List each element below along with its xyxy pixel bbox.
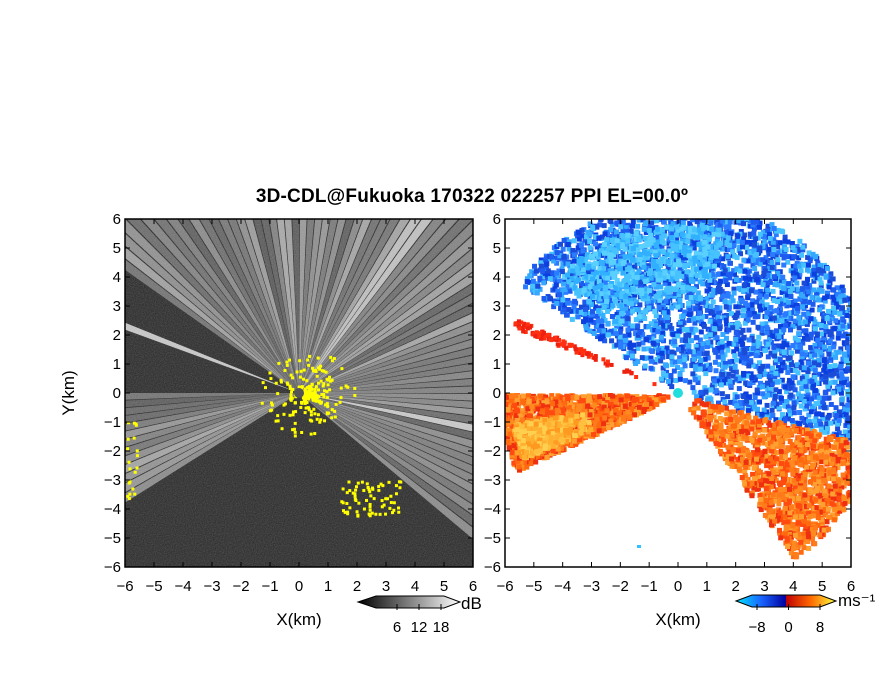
x-tick-label: 2 (353, 578, 361, 595)
colorbar-tick-label: 6 (393, 619, 401, 636)
x-tick-label: 0 (674, 578, 682, 595)
x-tick-label: 1 (703, 578, 711, 595)
y-tick-label: −4 (104, 501, 121, 518)
y-tick-label: −1 (104, 414, 121, 431)
x-tick-label: −3 (203, 578, 220, 595)
x-tick-label: −2 (612, 578, 629, 595)
y-tick-label: −4 (484, 501, 501, 518)
y-tick-label: 0 (113, 385, 121, 402)
colorbar-tick-label: 0 (784, 619, 792, 636)
y-tick-label: −5 (104, 530, 121, 547)
x-tick-label: −2 (232, 578, 249, 595)
x-tick-label: −4 (174, 578, 191, 595)
y-tick-label: −6 (104, 559, 121, 576)
reflectivity-ticks: −6 −5 −4 −3 −2 −1 0 1 2 3 4 5 6 6 5 4 3 2 1 0 −1 −2 −3 −4 −5 −6 (104, 211, 477, 595)
y-tick-label: −2 (104, 443, 121, 460)
y-tick-label: 0 (493, 385, 501, 402)
radar-site-marker-right (673, 388, 683, 398)
x-tick-label: 3 (382, 578, 390, 595)
x-tick-label: 6 (847, 578, 855, 595)
y-tick-label: −2 (484, 443, 501, 460)
y-tick-label: 3 (493, 298, 501, 315)
reflectivity-panel: −6 −5 −4 −3 −2 −1 0 1 2 3 4 5 6 6 5 4 3 2 1 0 −1 −2 −3 −4 −5 −6 X… (59, 211, 477, 629)
colorbar-tick-label: 8 (816, 619, 824, 636)
reflectivity-colorbar-unit: dB (461, 594, 482, 613)
y-tick-label: −1 (484, 414, 501, 431)
y-tick-label: 6 (493, 211, 501, 228)
chart-title: 3D-CDL@Fukuoka 170322 022257 PPI EL=00.0… (255, 186, 689, 207)
x-tick-label: −5 (525, 578, 542, 595)
y-tick-label: 4 (113, 269, 121, 286)
reflectivity-colorbar: dB 6 12 18 (356, 594, 482, 636)
y-tick-label: −5 (484, 530, 501, 547)
x-tick-label: −6 (116, 578, 133, 595)
x-tick-label: −5 (145, 578, 162, 595)
x-tick-label: −4 (554, 578, 571, 595)
y-tick-label: 3 (113, 298, 121, 315)
y-tick-label: −6 (484, 559, 501, 576)
velocity-field (505, 219, 851, 560)
colorbar-tick-label: 18 (433, 619, 450, 636)
reflectivity-highlight (126, 354, 403, 518)
velocity-panel: −6 −5 −4 −3 −2 −1 0 1 2 3 4 5 6 6 5 4 3 2 1 0 −1 −2 −3 −4 −5 −6 X… (484, 211, 855, 629)
y-tick-label: 4 (493, 269, 501, 286)
y-axis-label: Y(km) (59, 370, 78, 415)
y-tick-label: −3 (104, 472, 121, 489)
velocity-colorbar-unit: ms⁻¹ (838, 591, 876, 610)
x-tick-label: −1 (261, 578, 278, 595)
colorbar-tick-label: 12 (411, 619, 428, 636)
x-tick-label: 3 (760, 578, 768, 595)
x-tick-label: 5 (818, 578, 826, 595)
y-tick-label: 1 (493, 356, 501, 373)
radar-site-marker-left (294, 388, 304, 398)
x-tick-label: 4 (411, 578, 419, 595)
y-tick-label: 2 (113, 327, 121, 344)
x-tick-label: 6 (469, 578, 477, 595)
x-tick-label: −6 (496, 578, 513, 595)
x-tick-label: −3 (583, 578, 600, 595)
y-tick-label: 6 (113, 211, 121, 228)
y-tick-label: 1 (113, 356, 121, 373)
y-tick-label: 2 (493, 327, 501, 344)
velocity-colorbar: ms⁻¹ −8 0 8 (734, 591, 876, 636)
y-tick-label: 5 (113, 240, 121, 257)
x-tick-label: 0 (295, 578, 303, 595)
velocity-ticks: −6 −5 −4 −3 −2 −1 0 1 2 3 4 5 6 6 5 4 3 2 1 0 −1 −2 −3 −4 −5 −6 (484, 211, 855, 595)
x-tick-label: 2 (731, 578, 739, 595)
x-tick-label: 5 (440, 578, 448, 595)
y-tick-label: −3 (484, 472, 501, 489)
x-tick-label: −1 (641, 578, 658, 595)
x-axis-label-right: X(km) (655, 610, 700, 629)
x-tick-label: 4 (789, 578, 797, 595)
x-axis-label-left: X(km) (276, 610, 321, 629)
colorbar-tick-label: −8 (748, 619, 765, 636)
x-tick-label: 1 (324, 578, 332, 595)
y-tick-label: 5 (493, 240, 501, 257)
